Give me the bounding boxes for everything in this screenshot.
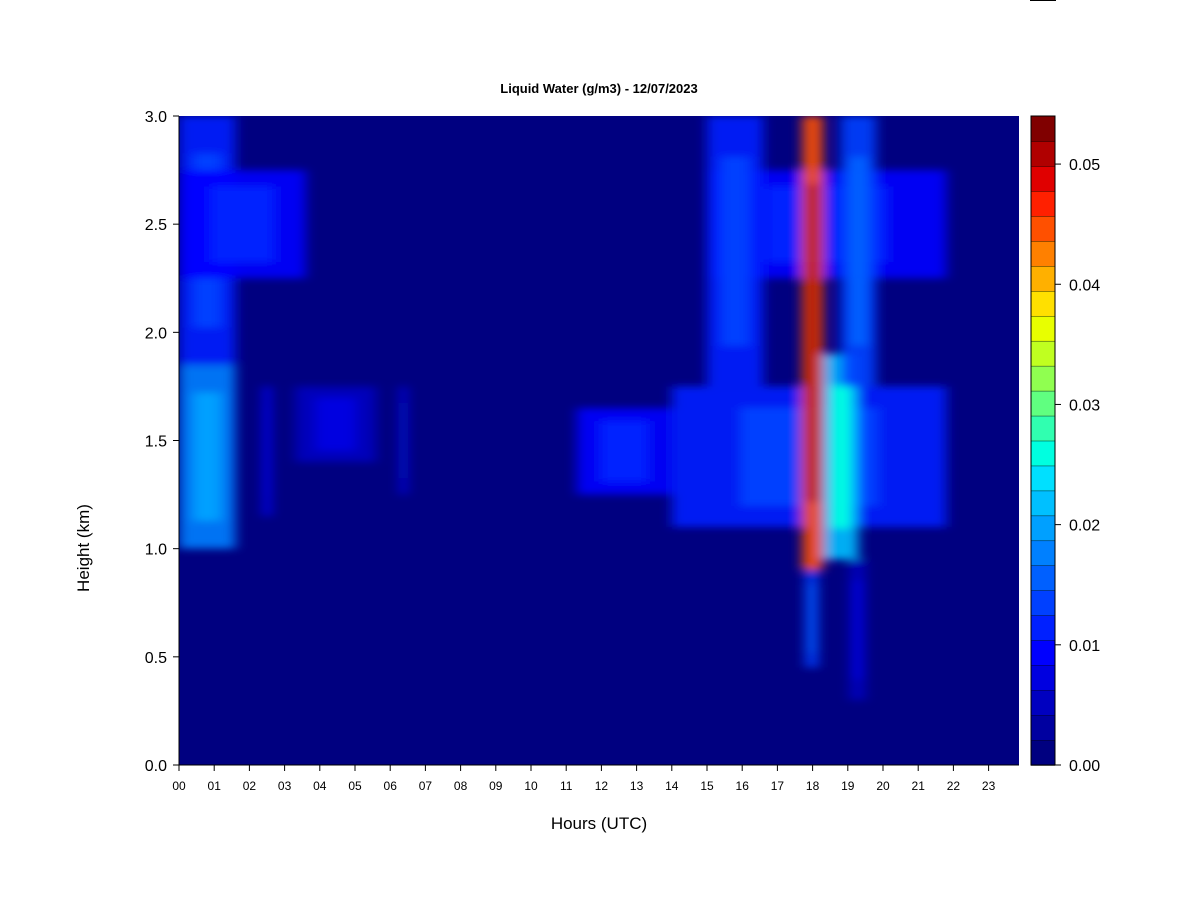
colorbar-tick-label: 0.01 (1069, 638, 1100, 655)
colorbar-segment (1030, 415, 1056, 442)
colorbar-segment (1030, 540, 1056, 567)
cloud-feature-core-10 (807, 184, 818, 503)
colorbar-segment (1030, 240, 1056, 267)
colorbar-segment (1030, 440, 1056, 467)
plot-area (179, 116, 1019, 765)
x-tick-label: 10 (524, 779, 538, 793)
cloud-feature-core-14 (853, 580, 862, 680)
cloud-feature-core-3 (265, 405, 269, 497)
colorbar-segment (1030, 739, 1056, 766)
colorbar-tick-label: 0.04 (1069, 277, 1100, 294)
x-tick-label: 16 (736, 779, 750, 793)
x-tick-label: 04 (313, 779, 327, 793)
x-tick-label: 08 (454, 779, 468, 793)
y-tick-label: 1.0 (145, 542, 167, 559)
colorbar-segment (1030, 365, 1056, 392)
colorbar-segment (1030, 515, 1056, 542)
colorbar-segment (1030, 165, 1056, 192)
y-tick-label: 3.0 (145, 109, 167, 126)
x-tick-label: 20 (876, 779, 890, 793)
colorbar-segment (1030, 615, 1056, 641)
colorbar-segment (1030, 290, 1056, 317)
x-tick-label: 13 (630, 779, 644, 793)
y-tick-label: 2.5 (145, 217, 167, 234)
x-tick-label: 22 (947, 779, 961, 793)
x-tick-label: 11 (560, 779, 573, 793)
cloud-feature-core-0 (193, 392, 222, 522)
x-tick-label: 23 (982, 779, 996, 793)
colorbar-segment (1030, 315, 1056, 342)
x-tick-label: 14 (665, 779, 679, 793)
colorbar-segment (1030, 115, 1056, 142)
y-axis: 0.0 0.5 1.0 1.5 2.0 2.5 3.0 (145, 109, 180, 775)
x-tick-label: 07 (419, 779, 433, 793)
colorbar-segment (1030, 714, 1056, 741)
cloud-feature-core-6 (600, 421, 649, 482)
y-tick-label: 0.5 (145, 650, 167, 667)
cloud-feature-core-5 (402, 402, 405, 479)
colorbar-tick-label: 0.02 (1069, 518, 1100, 535)
cloud-features (179, 116, 947, 701)
y-tick-label: 0.0 (145, 758, 167, 775)
x-axis: 00 01 02 03 04 05 06 07 08 09 10 11 12 13 14 15 16 17 18 19… (172, 764, 1019, 793)
colorbar-segment (1030, 639, 1056, 666)
x-tick-label: 17 (771, 779, 785, 793)
x-tick-label: 09 (489, 779, 503, 793)
colorbar-segment (1030, 265, 1056, 292)
colorbar: 0.00 0.01 0.02 0.03 0.04 0.05 (1030, 115, 1100, 775)
x-tick-label: 06 (384, 779, 398, 793)
colorbar-segment (1030, 465, 1056, 492)
x-tick-label: 00 (172, 779, 186, 793)
x-tick-label: 02 (243, 779, 257, 793)
x-axis-label: Hours (UTC) (551, 814, 647, 833)
colorbar-segment (1030, 140, 1056, 167)
cloud-feature-core-2 (210, 186, 275, 263)
colorbar-tick-label: 0.00 (1069, 758, 1100, 775)
colorbar-tick-label: 0.03 (1069, 397, 1100, 414)
cloud-feature-core-4 (315, 397, 356, 451)
colorbar-tick-label: 0.05 (1069, 157, 1100, 174)
colorbar-frame (1030, 115, 1056, 766)
colorbar-segment (1030, 390, 1056, 417)
y-tick-label: 2.0 (145, 325, 167, 342)
x-tick-label: 15 (700, 779, 714, 793)
cloud-feature-core-13 (849, 156, 868, 346)
chart-title: Liquid Water (g/m3) - 12/07/2023 (500, 81, 697, 96)
x-tick-label: 01 (208, 779, 222, 793)
corner-mark (1030, 0, 1056, 1)
x-tick-label: 03 (278, 779, 292, 793)
cloud-feature-core-11 (808, 584, 815, 654)
colorbar-segment (1030, 340, 1056, 367)
x-tick-label: 18 (806, 779, 820, 793)
colorbar-segment (1030, 490, 1056, 517)
y-axis-label: Height (km) (74, 504, 93, 592)
x-tick-label: 19 (841, 779, 855, 793)
colorbar-segment (1030, 565, 1056, 591)
colorbar-segment (1030, 664, 1056, 691)
colorbar-segment (1030, 590, 1056, 616)
colorbar-segment (1030, 190, 1056, 217)
x-tick-label: 12 (595, 779, 609, 793)
cloud-feature-core-12 (831, 384, 850, 529)
colorbar-segment (1030, 215, 1056, 242)
x-tick-label: 05 (348, 779, 362, 793)
y-tick-label: 1.5 (145, 434, 167, 451)
cloud-feature-core-9 (721, 156, 750, 346)
x-tick-label: 21 (912, 779, 926, 793)
colorbar-segment (1030, 689, 1056, 716)
